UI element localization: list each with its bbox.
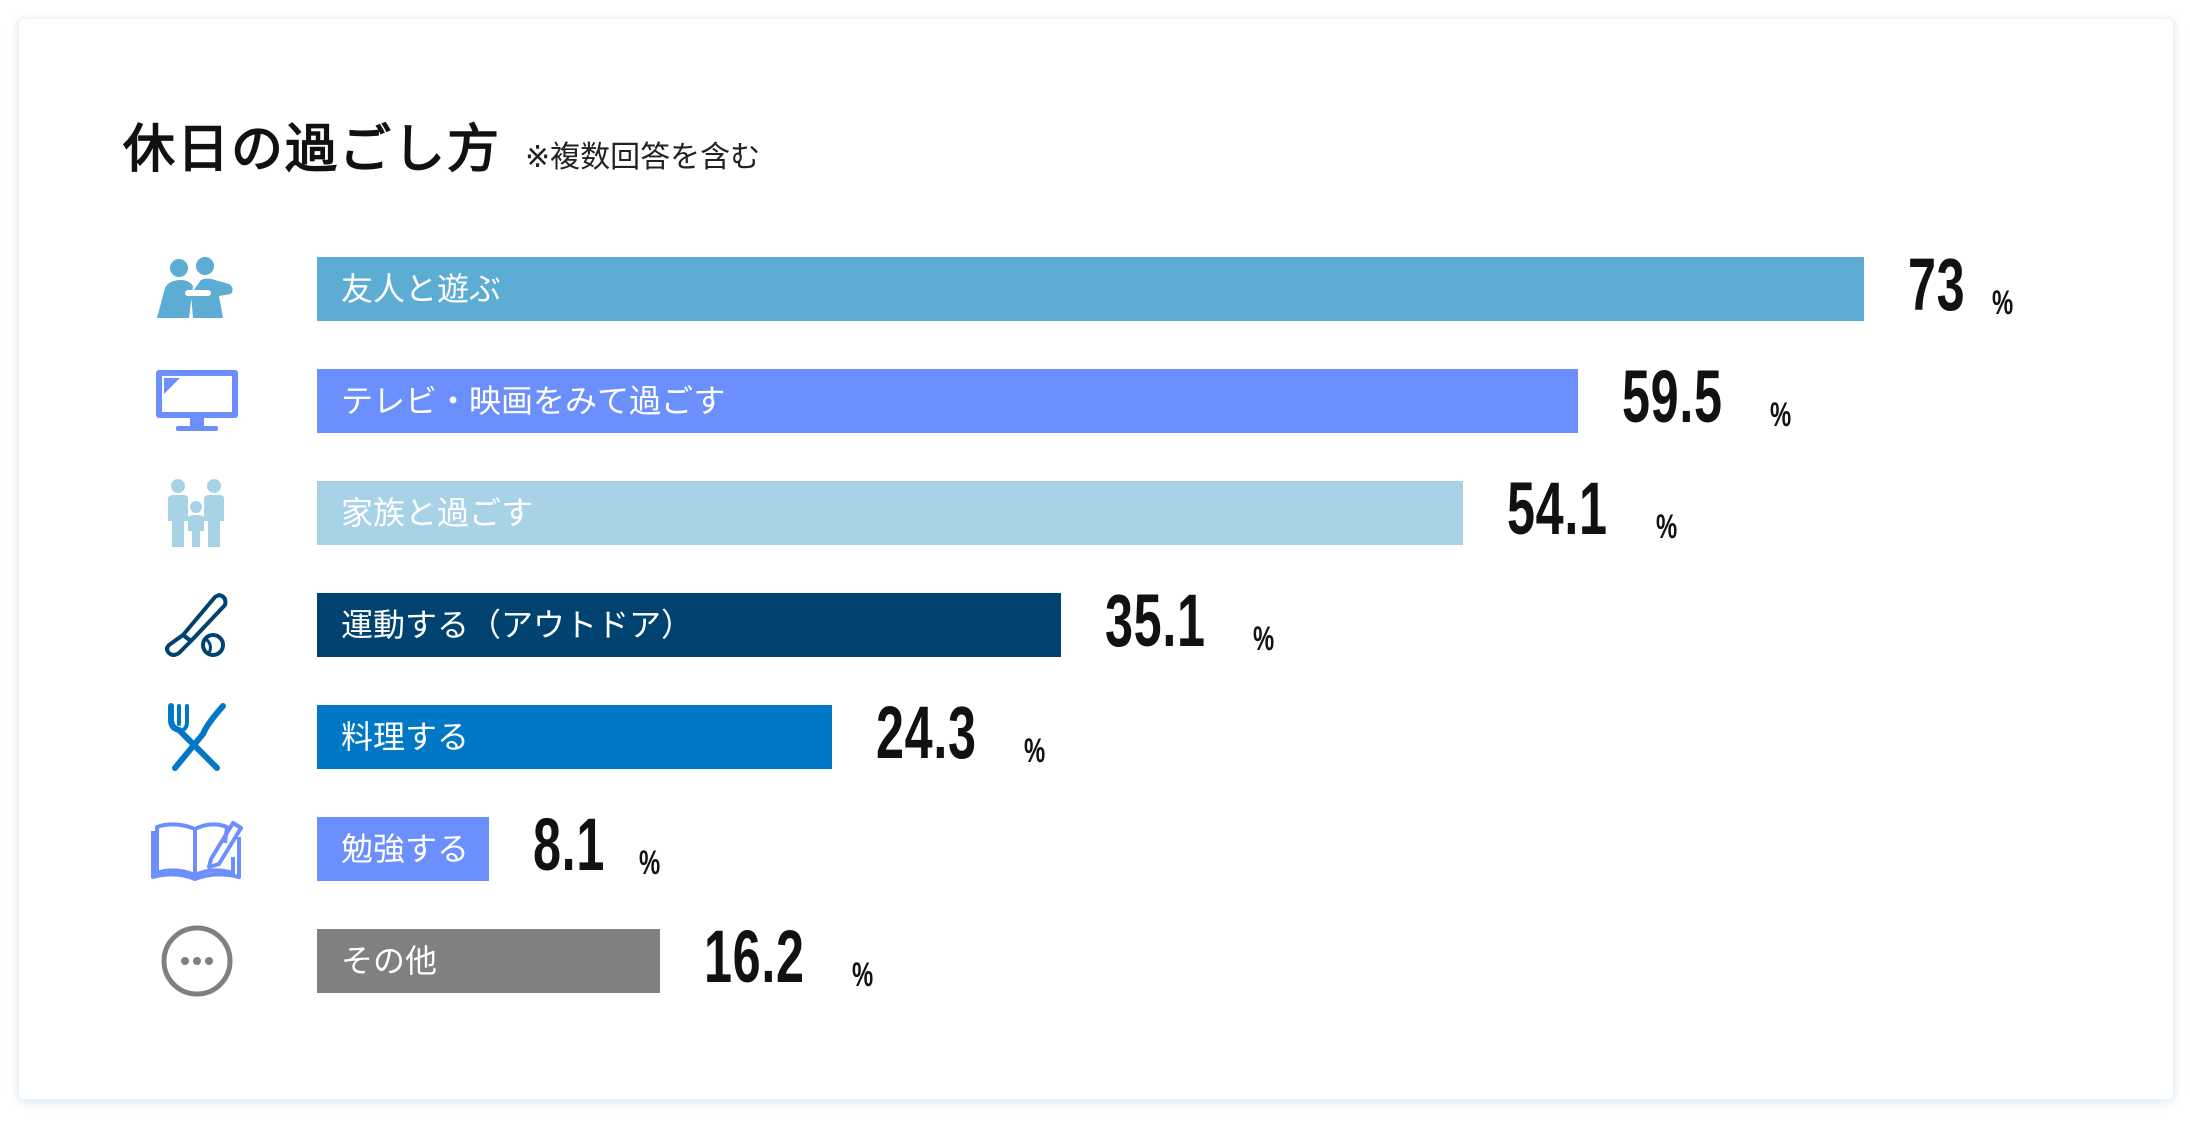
book-pen-icon bbox=[149, 807, 245, 891]
value-label: 73 % bbox=[1908, 245, 2023, 325]
value-number: 8.1 bbox=[532, 803, 605, 886]
value-label: 35.1 % bbox=[1105, 581, 1283, 661]
title-row: 休日の過ごし方 ※複数回答を含む bbox=[123, 107, 760, 182]
bar-label: 家族と過ごす bbox=[341, 494, 534, 532]
value-label: 16.2 % bbox=[704, 917, 882, 997]
value-label: 59.5 % bbox=[1622, 357, 1800, 437]
bar-label: 勉強する bbox=[341, 830, 470, 868]
value-label: 24.3 % bbox=[876, 693, 1054, 773]
bar: 家族と過ごす bbox=[317, 481, 1464, 545]
friends-icon bbox=[149, 247, 245, 331]
bar-row: 友人と遊ぶ 73 % bbox=[19, 245, 2173, 325]
value-unit: % bbox=[1023, 732, 1046, 770]
bar-row: 料理する 24.3 % bbox=[19, 693, 2173, 773]
bar: その他 bbox=[317, 929, 661, 993]
value-unit: % bbox=[852, 956, 874, 994]
value-unit: % bbox=[1252, 620, 1275, 658]
bar-label: その他 bbox=[341, 942, 438, 980]
value-label: 54.1 % bbox=[1507, 469, 1685, 549]
bar-label: 友人と遊ぶ bbox=[341, 270, 502, 308]
chart-card: 休日の過ごし方 ※複数回答を含む 友人と遊ぶ 73 % bbox=[18, 18, 2174, 1100]
bar-label: 料理する bbox=[341, 718, 470, 756]
family-icon bbox=[149, 471, 245, 555]
value-number: 59.5 bbox=[1621, 355, 1723, 438]
chart-subtitle: ※複数回答を含む bbox=[525, 140, 761, 175]
bar-row: 家族と過ごす 54.1 % bbox=[19, 469, 2173, 549]
value-number: 24.3 bbox=[875, 691, 977, 774]
bar: 勉強する bbox=[317, 817, 489, 881]
value-unit: % bbox=[1769, 396, 1792, 434]
value-label: 8.1 % bbox=[533, 805, 669, 885]
more-icon bbox=[149, 919, 245, 1003]
bar: 運動する（アウトドア） bbox=[317, 593, 1061, 657]
tv-icon bbox=[149, 359, 245, 443]
value-number: 73 bbox=[1908, 243, 1966, 326]
value-number: 35.1 bbox=[1104, 579, 1206, 662]
bar-row: テレビ・映画をみて過ごす 59.5 % bbox=[19, 357, 2173, 437]
bar: 料理する bbox=[317, 705, 832, 769]
value-unit: % bbox=[1992, 284, 2014, 322]
bar-label: テレビ・映画をみて過ごす bbox=[341, 382, 726, 420]
bar: テレビ・映画をみて過ごす bbox=[317, 369, 1578, 433]
bar-row: 勉強する 8.1 % bbox=[19, 805, 2173, 885]
bar-label: 運動する（アウトドア） bbox=[341, 606, 694, 644]
chart-title: 休日の過ごし方 bbox=[123, 120, 502, 180]
bar: 友人と遊ぶ bbox=[317, 257, 1864, 321]
value-number: 16.2 bbox=[704, 915, 805, 998]
value-unit: % bbox=[1655, 508, 1677, 546]
fork-knife-icon bbox=[149, 695, 245, 779]
bar-row: 運動する（アウトドア） 35.1 % bbox=[19, 581, 2173, 661]
value-unit: % bbox=[638, 844, 660, 882]
bar-row: その他 16.2 % bbox=[19, 917, 2173, 997]
value-number: 54.1 bbox=[1507, 467, 1609, 550]
baseball-icon bbox=[149, 583, 245, 667]
